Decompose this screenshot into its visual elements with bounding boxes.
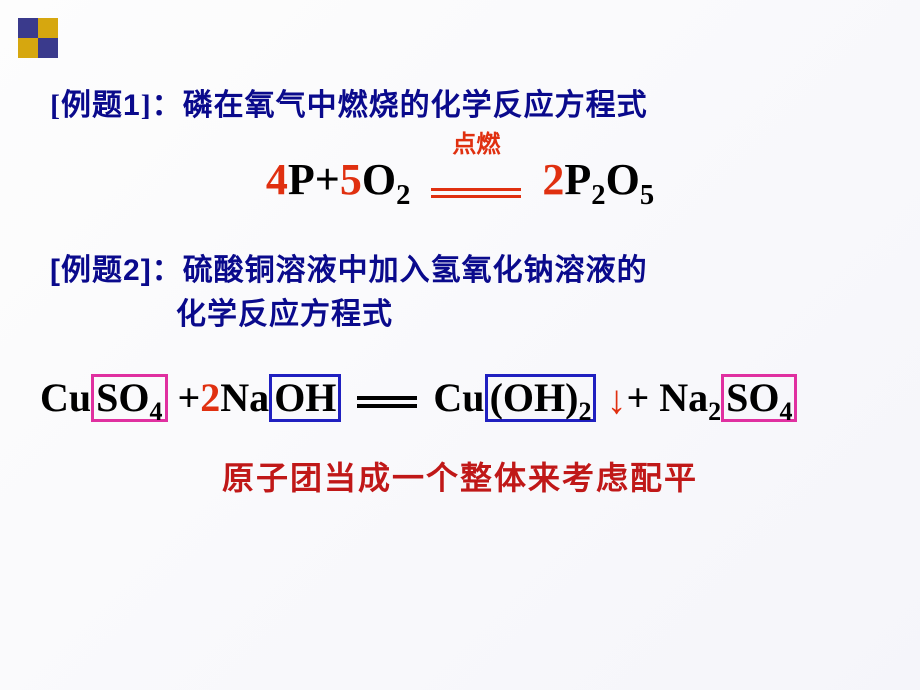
subscript: 2: [396, 180, 410, 211]
boxed-group-so4: SO4: [721, 374, 797, 422]
formula-text: Cu: [40, 375, 91, 420]
boxed-group-oh2: (OH)2: [485, 374, 597, 422]
group-text: OH: [274, 375, 336, 420]
product-base: P: [564, 155, 591, 204]
boxed-group-oh: OH: [269, 374, 341, 422]
reactant: P: [288, 155, 315, 204]
subscript: 4: [779, 397, 792, 426]
condition-label: 点燃: [452, 124, 500, 159]
subscript: 2: [708, 397, 721, 426]
bracket-close: ]：: [141, 89, 183, 122]
subscript: 5: [640, 180, 654, 211]
subscript: 2: [591, 180, 605, 211]
equation-2: CuSO4 +2NaOH Cu(OH)2 ↓+ Na2SO4: [40, 374, 870, 423]
reactant-base: O: [362, 155, 396, 204]
equation-1: 4P+5O2 点燃 2P2O5: [50, 154, 870, 209]
coefficient: 2: [200, 375, 220, 420]
group-base: SO: [96, 375, 149, 420]
example2-text-line2: 化学反应方程式: [50, 293, 870, 337]
example-number: 1: [123, 89, 141, 122]
bracket-close: ]：: [141, 254, 183, 287]
subscript: 2: [578, 397, 591, 426]
coefficient: 2: [542, 155, 564, 204]
example-number: 2: [123, 254, 141, 287]
slide-content: [例题1]：磷在氧气中燃烧的化学反应方程式 4P+5O2 点燃 2P2O5 [例…: [0, 0, 920, 499]
equals-sign: [357, 396, 417, 408]
plus-sign: +: [315, 155, 340, 204]
corner-decoration: [18, 18, 60, 60]
bracket-open: [例题: [50, 254, 123, 287]
example1-text: 磷在氧气中燃烧的化学反应方程式: [183, 89, 648, 122]
deco-square: [38, 38, 58, 58]
example2-text-line1: 硫酸铜溶液中加入氢氧化钠溶液的: [183, 254, 648, 287]
subscript: 4: [150, 397, 163, 426]
example2-title: [例题2]：硫酸铜溶液中加入氢氧化钠溶液的 化学反应方程式: [50, 249, 870, 336]
boxed-group-so4: SO4: [91, 374, 167, 422]
deco-square: [38, 18, 58, 38]
bracket-open: [例题: [50, 89, 123, 122]
product-base: O: [606, 155, 640, 204]
coefficient: 4: [266, 155, 288, 204]
example1-title: [例题1]：磷在氧气中燃烧的化学反应方程式: [50, 80, 870, 124]
deco-square: [18, 18, 38, 38]
reaction-condition: 点燃: [431, 158, 521, 209]
equals-lines: [431, 188, 521, 198]
formula-text: Cu: [433, 375, 484, 420]
coefficient: 5: [340, 155, 362, 204]
formula-text: +: [168, 375, 201, 420]
formula-text: + Na: [626, 375, 708, 420]
formula-text: Na: [220, 375, 269, 420]
precipitate-arrow: ↓: [606, 377, 626, 422]
deco-square: [18, 38, 38, 58]
footnote-text: 原子团当成一个整体来考虑配平: [50, 453, 870, 499]
group-base: SO: [726, 375, 779, 420]
group-base: (OH): [490, 375, 579, 420]
